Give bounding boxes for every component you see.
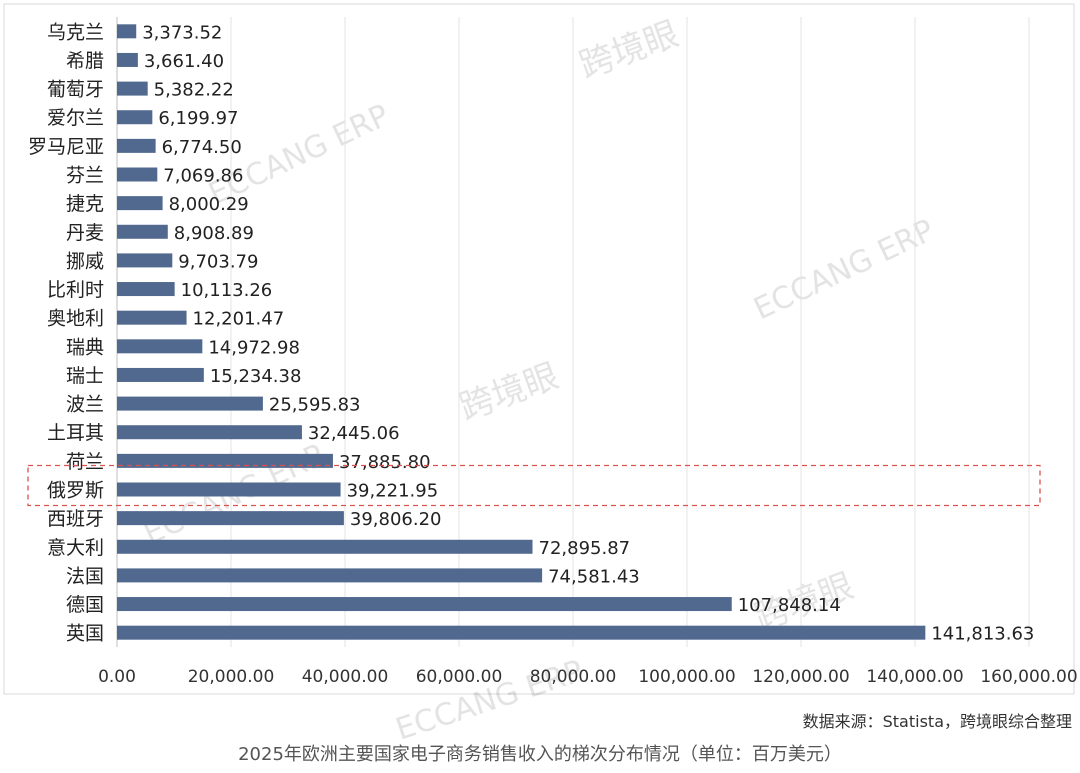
category-label: 芬兰	[66, 165, 104, 187]
bar	[117, 310, 187, 325]
category-label: 瑞典	[66, 336, 104, 358]
bar	[117, 539, 533, 554]
watermark-kuajingyan-1: 跨境眼	[574, 14, 684, 86]
bar	[117, 625, 926, 640]
category-label: 瑞士	[66, 365, 104, 387]
bar	[117, 396, 263, 411]
x-tick-label: 40,000.00	[302, 667, 389, 687]
bar	[117, 196, 163, 211]
value-label: 14,972.98	[208, 337, 300, 358]
value-label: 74,581.43	[548, 566, 640, 587]
category-label: 俄罗斯	[47, 480, 104, 502]
bar	[117, 282, 175, 297]
bar	[117, 367, 204, 382]
category-label: 乌克兰	[47, 21, 104, 43]
value-label: 7,069.86	[163, 166, 243, 187]
category-label: 希腊	[66, 50, 104, 72]
category-label: 爱尔兰	[47, 107, 104, 129]
value-label: 5,382.22	[154, 80, 234, 101]
watermark-kuajingyan-2: 跨境眼	[454, 356, 564, 428]
x-tick-label: 20,000.00	[188, 667, 275, 687]
category-label: 土耳其	[47, 422, 104, 444]
category-label: 意大利	[47, 537, 104, 559]
x-tick-label: 100,000.00	[638, 667, 735, 687]
bar	[117, 110, 153, 125]
bar	[117, 138, 156, 153]
plot-frame	[3, 3, 1075, 695]
x-tick-label: 140,000.00	[866, 667, 963, 687]
x-tick-label: 0.00	[98, 667, 136, 687]
category-label: 奥地利	[47, 308, 104, 330]
value-label: 72,895.87	[539, 538, 631, 559]
bar	[117, 167, 158, 182]
category-label: 丹麦	[66, 222, 104, 244]
category-label: 波兰	[66, 394, 104, 416]
category-label: 比利时	[47, 279, 104, 301]
bar	[117, 339, 203, 354]
bar	[117, 482, 341, 497]
value-label: 39,806.20	[350, 509, 442, 530]
category-label: 荷兰	[66, 451, 104, 473]
bar	[117, 511, 344, 526]
value-label: 3,661.40	[144, 51, 224, 72]
value-label: 141,813.63	[931, 624, 1034, 645]
value-label: 6,774.50	[162, 137, 242, 158]
value-label: 32,445.06	[308, 423, 400, 444]
category-labels: 乌克兰希腊葡萄牙爱尔兰罗马尼亚芬兰捷克丹麦挪威比利时奥地利瑞典瑞士波兰土耳其荷兰…	[28, 21, 104, 644]
russia-highlight-box	[27, 464, 1041, 507]
bar	[117, 52, 138, 67]
x-tick-label: 80,000.00	[530, 667, 617, 687]
value-labels: 3,373.52 3,661.40 5,382.22 6,199.97 6,774.50…	[142, 22, 1034, 644]
value-label: 39,221.95	[347, 481, 439, 502]
value-label: 107,848.14	[738, 595, 841, 616]
category-label: 德国	[66, 594, 104, 616]
chart-caption: 2025年欧洲主要国家电子商务销售收入的梯次分布情况（单位：百万美元）	[238, 744, 842, 765]
category-label: 西班牙	[47, 508, 104, 530]
bars	[117, 24, 926, 640]
value-label: 8,908.89	[174, 223, 254, 244]
x-axis-ticks: 0.00 20,000.00 40,000.00 60,000.00 80,000.00…	[98, 667, 1078, 687]
category-label: 法国	[66, 565, 104, 587]
value-label: 10,113.26	[181, 280, 273, 301]
value-label: 6,199.97	[158, 108, 238, 129]
bar	[117, 24, 137, 39]
bar	[117, 597, 732, 612]
bar	[117, 453, 333, 468]
value-label: 25,595.83	[269, 395, 361, 416]
value-label: 8,000.29	[169, 194, 249, 215]
bar	[117, 81, 148, 96]
x-tick-label: 120,000.00	[752, 667, 849, 687]
category-label: 捷克	[66, 193, 104, 215]
value-label: 15,234.38	[210, 366, 302, 387]
x-tick-label: 60,000.00	[416, 667, 503, 687]
source-note: 数据来源：Statista，跨境眼综合整理	[803, 712, 1072, 731]
x-tick-label: 160,000.00	[980, 667, 1077, 687]
category-label: 英国	[66, 623, 104, 645]
category-label: 挪威	[66, 250, 104, 272]
value-label: 12,201.47	[193, 309, 285, 330]
bar	[117, 253, 173, 268]
bar	[117, 568, 543, 583]
category-label: 葡萄牙	[47, 79, 104, 101]
bar	[117, 425, 302, 440]
bar	[117, 224, 168, 239]
value-label: 3,373.52	[142, 22, 222, 43]
value-label: 9,703.79	[178, 251, 258, 272]
value-label: 37,885.80	[339, 452, 431, 473]
category-label: 罗马尼亚	[28, 136, 104, 158]
watermark-eccang-2: ECCANG ERP	[749, 213, 940, 327]
